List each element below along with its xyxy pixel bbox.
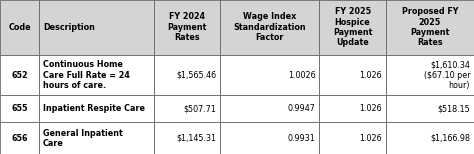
Bar <box>154 122 220 154</box>
Text: 652: 652 <box>11 71 28 80</box>
Bar <box>154 0 220 55</box>
Bar <box>154 95 220 122</box>
Bar <box>319 122 386 154</box>
Bar <box>386 0 474 55</box>
Text: $1,565.46: $1,565.46 <box>176 71 217 80</box>
Text: 656: 656 <box>11 134 28 143</box>
Text: FY 2024
Payment
Rates: FY 2024 Payment Rates <box>167 12 207 42</box>
Text: Continuous Home
Care Full Rate = 24
hours of care.: Continuous Home Care Full Rate = 24 hour… <box>43 60 129 90</box>
Bar <box>220 55 319 95</box>
Bar <box>386 95 474 122</box>
Bar <box>0 122 39 154</box>
Text: 1.026: 1.026 <box>359 134 382 143</box>
Bar <box>39 55 154 95</box>
Text: FY 2025
Hospice
Payment
Update: FY 2025 Hospice Payment Update <box>333 7 372 47</box>
Text: 0.9931: 0.9931 <box>288 134 315 143</box>
Bar <box>319 55 386 95</box>
Bar <box>386 122 474 154</box>
Bar <box>0 95 39 122</box>
Bar <box>319 95 386 122</box>
Text: $1,610.34
($67.10 per
hour): $1,610.34 ($67.10 per hour) <box>424 60 470 90</box>
Text: General Inpatient
Care: General Inpatient Care <box>43 129 122 148</box>
Text: 1.026: 1.026 <box>359 104 382 113</box>
Text: 1.0026: 1.0026 <box>288 71 315 80</box>
Bar <box>0 0 39 55</box>
Text: Code: Code <box>8 23 31 32</box>
Text: Inpatient Respite Care: Inpatient Respite Care <box>43 104 145 113</box>
Bar <box>319 0 386 55</box>
Text: Wage Index
Standardization
Factor: Wage Index Standardization Factor <box>234 12 306 42</box>
Text: 1.026: 1.026 <box>359 71 382 80</box>
Bar <box>154 55 220 95</box>
Text: 0.9947: 0.9947 <box>288 104 315 113</box>
Bar <box>0 55 39 95</box>
Bar <box>386 55 474 95</box>
Text: $1,145.31: $1,145.31 <box>177 134 217 143</box>
Text: $1,166.98: $1,166.98 <box>430 134 470 143</box>
Bar <box>39 122 154 154</box>
Text: Proposed FY
2025
Payment
Rates: Proposed FY 2025 Payment Rates <box>401 7 458 47</box>
Bar <box>39 95 154 122</box>
Bar <box>220 95 319 122</box>
Text: $518.15: $518.15 <box>438 104 470 113</box>
Text: 655: 655 <box>11 104 28 113</box>
Text: Description: Description <box>43 23 95 32</box>
Bar <box>220 122 319 154</box>
Bar <box>39 0 154 55</box>
Text: $507.71: $507.71 <box>184 104 217 113</box>
Bar <box>220 0 319 55</box>
